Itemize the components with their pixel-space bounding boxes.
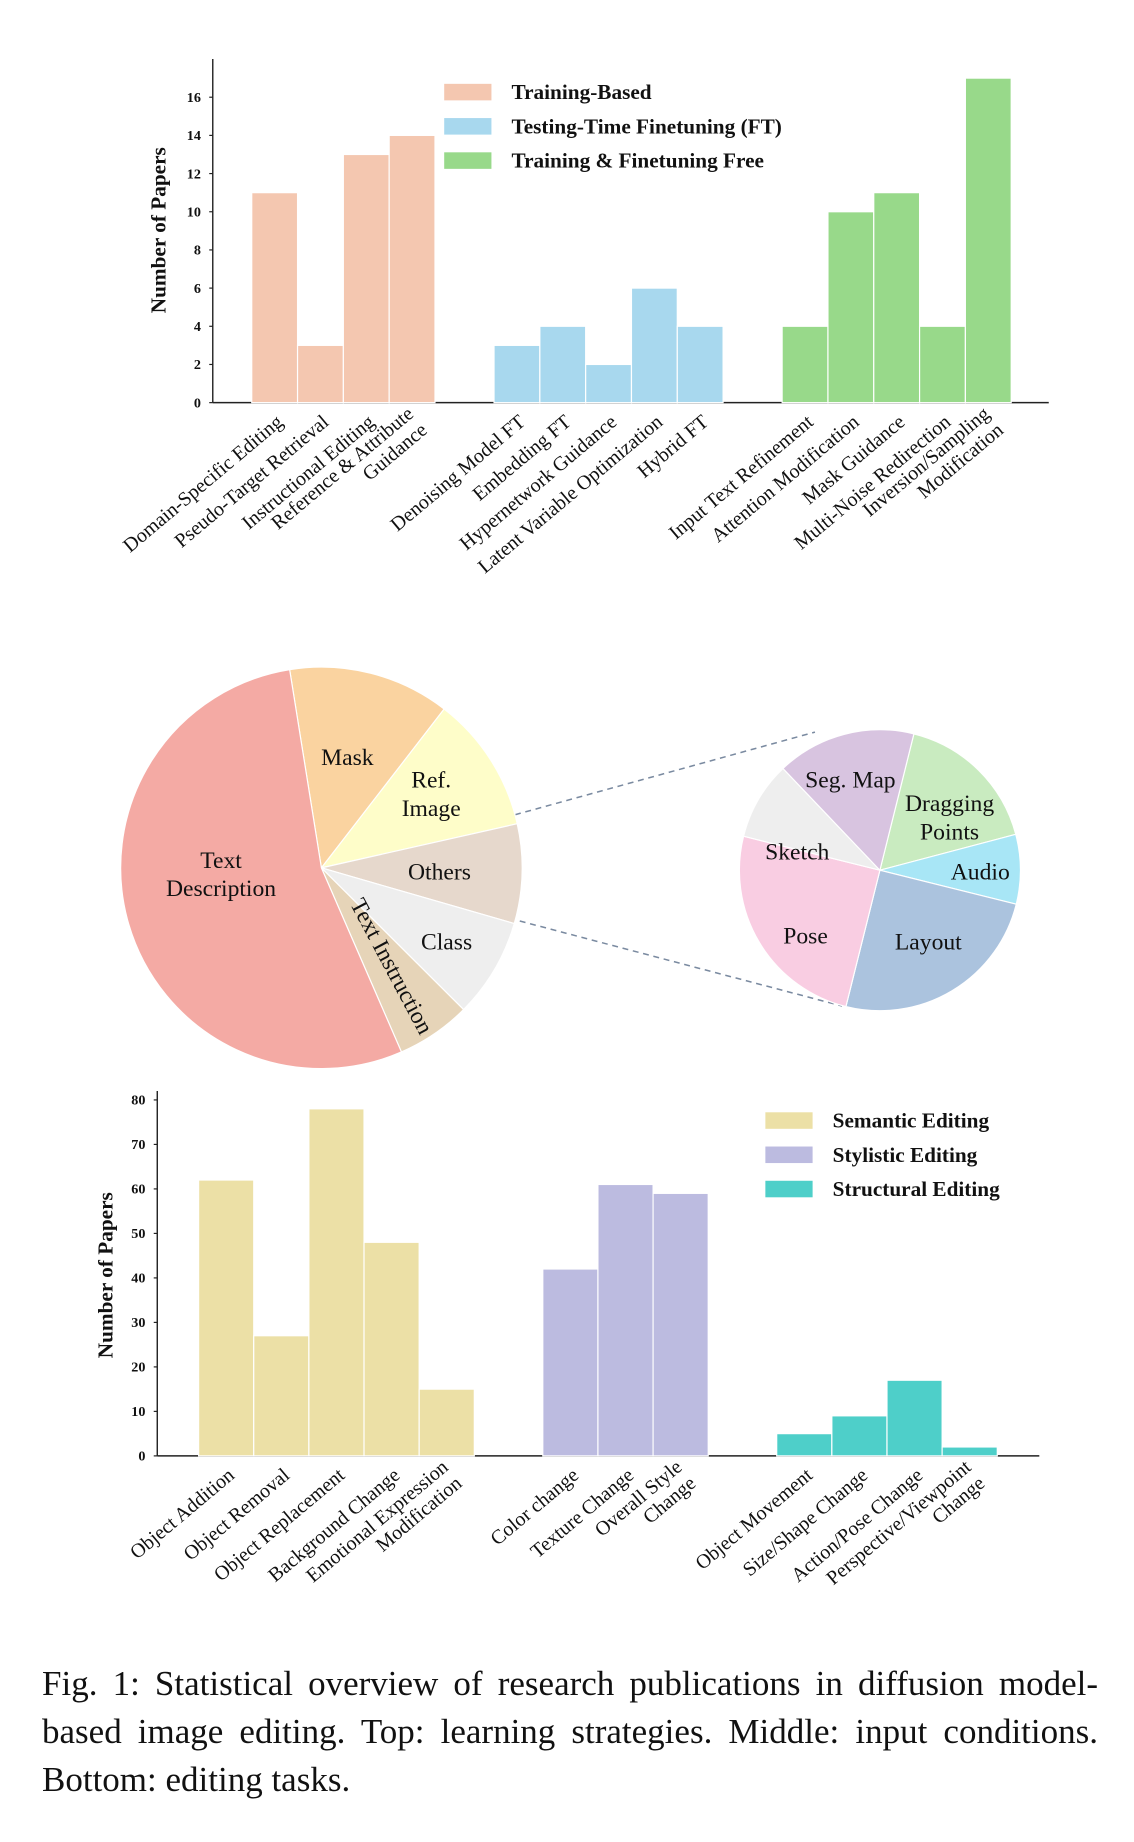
legend-swatch <box>765 1146 813 1164</box>
bar <box>308 1108 365 1457</box>
bar <box>597 1183 654 1457</box>
bar <box>493 344 541 404</box>
connector <box>514 731 816 816</box>
y-tick-label: 80 <box>131 1093 145 1109</box>
pie-slice <box>120 668 403 1070</box>
pie-slice <box>738 835 881 1008</box>
legend-label: Testing-Time Finetuning (FT) <box>512 114 782 138</box>
y-tick-label: 2 <box>194 357 201 373</box>
legend-swatch <box>765 1112 813 1129</box>
legend-label: Training-Based <box>512 80 652 104</box>
bar <box>873 192 921 404</box>
legend-label: Stylistic Editing <box>833 1143 978 1167</box>
y-tick-label: 0 <box>138 1449 145 1465</box>
bar <box>941 1446 998 1457</box>
slice-label: Layout <box>895 929 962 955</box>
slice-label: Ref. Image <box>402 768 461 822</box>
y-tick-label: 0 <box>194 395 201 411</box>
legend-swatch <box>444 83 492 101</box>
slice-label: Pose <box>783 923 828 949</box>
slice-label: Text Description <box>166 848 276 902</box>
bar <box>539 325 587 404</box>
bar <box>781 325 829 404</box>
bar <box>251 192 299 404</box>
y-tick-label: 40 <box>131 1271 145 1287</box>
bar <box>585 363 633 404</box>
slice-label: Dragging Points <box>905 791 994 845</box>
y-tick-label: 50 <box>131 1226 145 1242</box>
y-tick-label: 4 <box>194 319 201 335</box>
bar <box>342 153 390 404</box>
y-tick-label: 12 <box>187 166 201 182</box>
slice-label: Audio <box>951 860 1010 886</box>
pie-slice <box>879 733 1017 872</box>
bar <box>388 134 436 404</box>
slice-label: Mask <box>321 745 374 771</box>
slice-label: Sketch <box>765 840 829 866</box>
connector <box>519 920 843 1007</box>
y-tick-label: 8 <box>194 243 201 259</box>
slice-label: Seg. Map <box>805 768 896 794</box>
pie-slice <box>321 823 523 925</box>
bar <box>676 325 724 404</box>
pie-slice <box>288 666 445 870</box>
bar <box>652 1192 709 1457</box>
y-tick-label: 14 <box>187 128 201 144</box>
bar <box>296 344 344 404</box>
legend-swatch <box>444 152 492 169</box>
legend-swatch <box>765 1180 813 1198</box>
legend-label: Training & Finetuning Free <box>512 149 764 173</box>
y-tick-label: 10 <box>187 204 201 220</box>
pie-slice <box>742 767 882 872</box>
caption: Fig. 1: Statistical overview of research… <box>42 1664 1098 1799</box>
bar <box>418 1388 475 1457</box>
legend-swatch <box>444 118 492 135</box>
bar <box>918 325 966 404</box>
y-tick-label: 20 <box>131 1360 145 1376</box>
bar <box>776 1433 833 1457</box>
y-axis-label: Number of Papers <box>93 1192 117 1358</box>
y-axis-label: Number of Papers <box>147 147 171 313</box>
bar <box>253 1335 310 1457</box>
y-tick-label: 6 <box>194 281 201 297</box>
bar <box>198 1179 255 1457</box>
slice-label: Others <box>408 860 471 886</box>
y-tick-label: 16 <box>187 90 201 106</box>
bar <box>363 1241 420 1457</box>
y-tick-label: 10 <box>131 1404 145 1420</box>
bar <box>964 77 1012 404</box>
slice-label: Class <box>421 929 472 955</box>
bar <box>831 1415 888 1457</box>
bar <box>630 287 678 404</box>
legend-label: Structural Editing <box>833 1177 1000 1201</box>
y-tick-label: 30 <box>131 1315 145 1331</box>
bar <box>827 211 875 404</box>
pie-slice <box>782 729 915 872</box>
bar <box>886 1379 943 1457</box>
pie-slice <box>319 708 518 869</box>
y-tick-label: 70 <box>131 1137 145 1153</box>
legend-label: Semantic Editing <box>833 1109 990 1133</box>
pie-slice <box>320 867 515 1011</box>
pie-slice <box>845 869 1017 1012</box>
y-tick-label: 60 <box>131 1182 145 1198</box>
bar <box>542 1268 599 1457</box>
